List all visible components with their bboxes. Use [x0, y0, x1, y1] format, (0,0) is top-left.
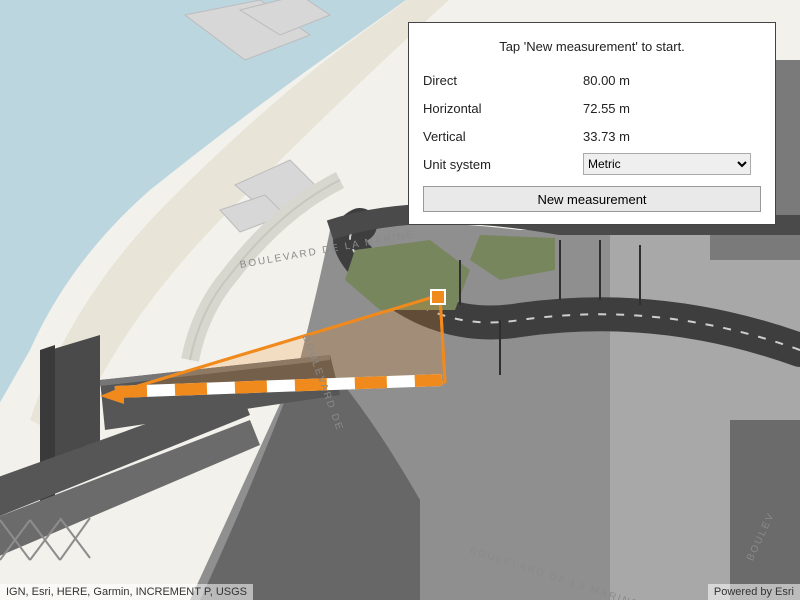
- scene-3d-view[interactable]: BOULEVARD DE LA MARINEBOULEVARD DEBOULEV…: [0, 0, 800, 600]
- measurement-row-value: 33.73 m: [583, 129, 761, 144]
- unit-system-label: Unit system: [423, 157, 583, 172]
- measurement-row-label: Direct: [423, 73, 583, 88]
- measurement-row-value: 72.55 m: [583, 101, 761, 116]
- measurement-panel: Tap 'New measurement' to start. Direct80…: [408, 22, 776, 225]
- measurement-row-label: Horizontal: [423, 101, 583, 116]
- measurement-row: Horizontal72.55 m: [423, 94, 761, 122]
- new-measurement-button[interactable]: New measurement: [423, 186, 761, 212]
- unit-system-select[interactable]: MetricImperial: [583, 153, 751, 175]
- measurement-row: Direct80.00 m: [423, 66, 761, 94]
- measurement-row-label: Vertical: [423, 129, 583, 144]
- attribution-text: IGN, Esri, HERE, Garmin, INCREMENT P, US…: [0, 584, 253, 600]
- measurement-row-value: 80.00 m: [583, 73, 761, 88]
- measurement-row: Vertical33.73 m: [423, 122, 761, 150]
- powered-by-text: Powered by Esri: [708, 584, 800, 600]
- panel-title: Tap 'New measurement' to start.: [423, 39, 761, 54]
